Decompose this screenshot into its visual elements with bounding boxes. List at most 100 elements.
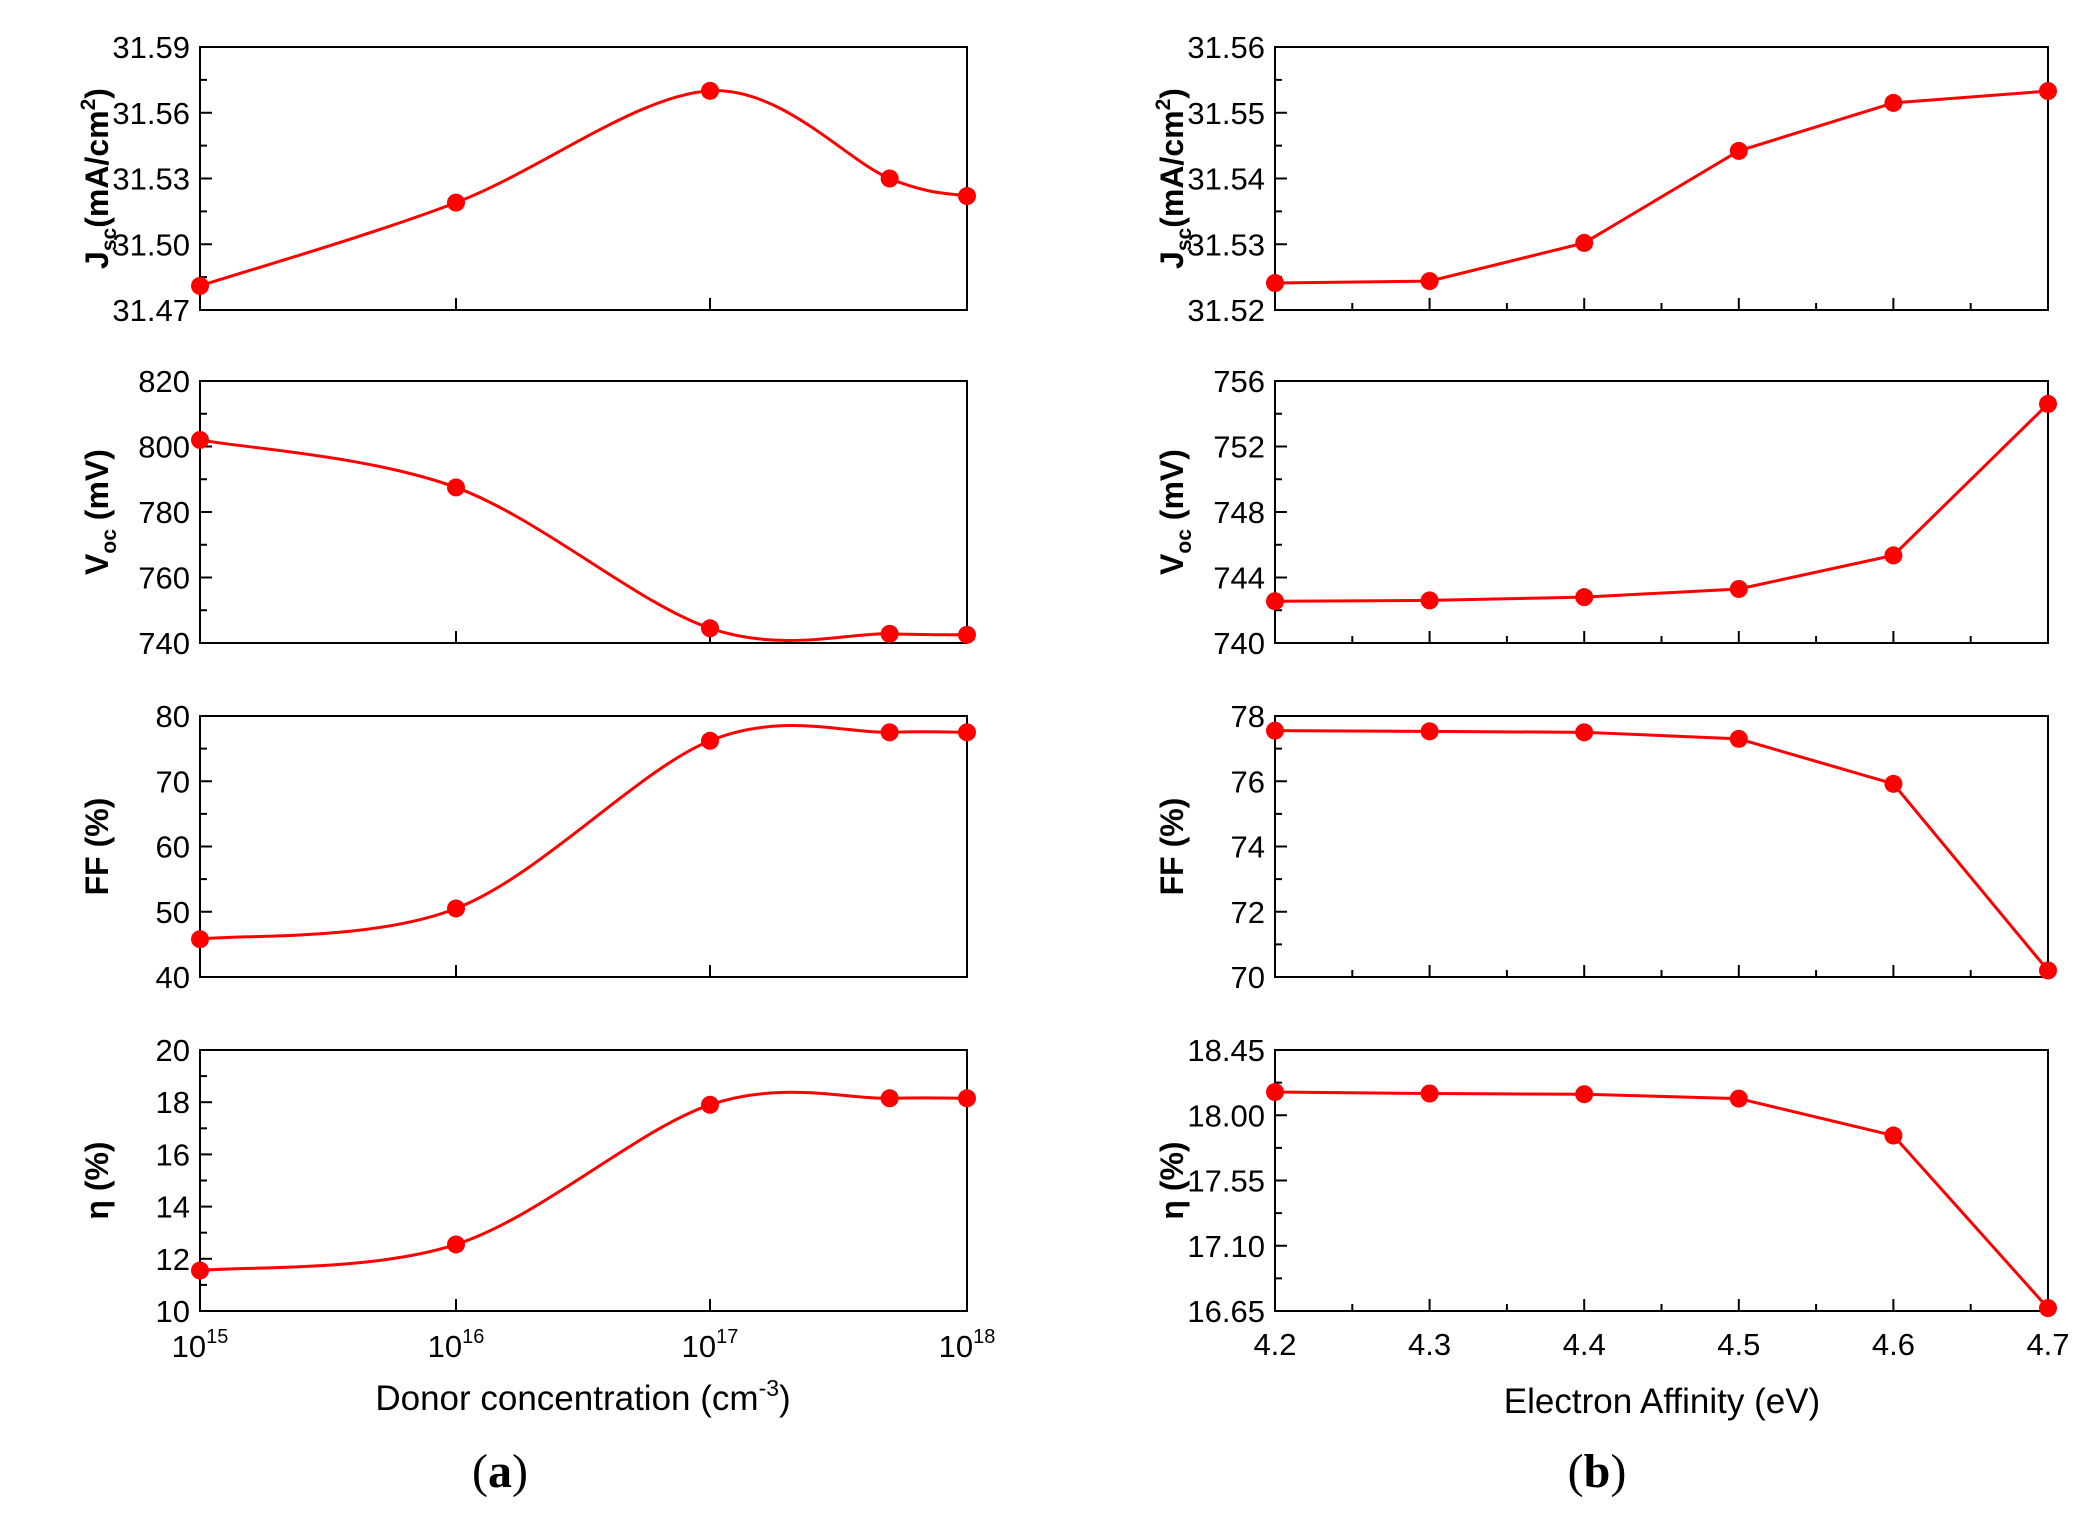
series-line [1274, 402, 2050, 603]
plot-frame [199, 380, 968, 644]
x-tick-label: 4.7 [2026, 1327, 2069, 1362]
y-tick-label: 20 [156, 1033, 190, 1068]
series-line [1274, 89, 2049, 285]
x-axis-label-a: Donor concentration (cm-3) [375, 1375, 790, 1418]
data-point [2039, 82, 2057, 101]
y-tick-label: 18.00 [1187, 1098, 1265, 1133]
y-tick-label: 744 [1213, 561, 1265, 596]
y-tick-label: 16.65 [1187, 1294, 1265, 1329]
data-point [1575, 723, 1594, 742]
data-point [1575, 233, 1594, 252]
series-line [199, 89, 968, 288]
series-line [1274, 1090, 2050, 1310]
data-point [1266, 592, 1284, 611]
data-point [1729, 1089, 1748, 1108]
plot-frame [199, 715, 968, 978]
data-point [191, 430, 209, 449]
y-tick-label: 16 [156, 1137, 190, 1172]
y-tick-label: 31.53 [1187, 227, 1265, 262]
y-tick-label: 31.47 [112, 293, 190, 328]
plot-frame [1274, 380, 2049, 644]
y-tick-label: 17.55 [1187, 1164, 1265, 1199]
data-point [1266, 1083, 1284, 1102]
y-tick-label: 31.56 [1187, 30, 1265, 65]
data-point [447, 193, 465, 212]
data-point [958, 723, 976, 742]
data-point [447, 1235, 465, 1254]
x-tick-label: 4.4 [1563, 1327, 1606, 1362]
data-point [880, 723, 899, 742]
x-tick-label: 4.2 [1253, 1327, 1296, 1362]
plot-frame [1274, 715, 2049, 978]
y-tick-label: 31.50 [112, 227, 190, 262]
chart-b-voc: 740 744 748 752 756 Voc (mV) [1154, 364, 2057, 661]
x-tick-label: 1018 [939, 1326, 996, 1364]
y-tick-label: 12 [156, 1242, 190, 1277]
chart-b-eta: 16.65 17.10 17.55 18.00 18.45 4.2 4.3 4.4 4.5 4.6… [1154, 1033, 2070, 1362]
data-point [1884, 546, 1903, 565]
data-point [2039, 961, 2057, 980]
y-tick-label: 756 [1213, 364, 1265, 399]
x-tick-label: 4.6 [1872, 1327, 1915, 1362]
panel-label-a: (a) [472, 1445, 528, 1498]
y-axis-label: Jsc(mA/cm2) [1152, 88, 1196, 269]
data-point [191, 276, 209, 295]
x-tick-label: 4.5 [1717, 1327, 1760, 1362]
chart-b-ff: 70 72 74 76 78 FF (%) [1154, 699, 2057, 995]
x-tick-label: 1015 [172, 1326, 229, 1364]
plot-frame [199, 1049, 968, 1312]
data-point [191, 930, 209, 949]
y-tick-label: 60 [156, 830, 190, 865]
data-point [880, 169, 899, 188]
y-tick-label: 50 [156, 895, 190, 930]
chart-b-jsc: 31.52 31.53 31.54 31.55 31.56 Jsc(mA/cm2) [1152, 30, 2057, 328]
y-axis-label: Voc (mV) [1154, 449, 1196, 575]
y-tick-label: 70 [156, 764, 190, 799]
data-point [447, 899, 465, 918]
y-tick-label: 31.55 [1187, 96, 1265, 131]
data-point [1420, 722, 1439, 741]
y-tick-label: 18 [156, 1085, 190, 1120]
panel-label-b: (b) [1568, 1445, 1627, 1498]
data-point [2039, 394, 2057, 413]
data-point [958, 1089, 976, 1108]
data-point [1729, 729, 1748, 748]
y-tick-label: 78 [1231, 699, 1265, 734]
y-tick-label: 31.59 [112, 30, 190, 65]
y-tick-label: 14 [156, 1190, 190, 1225]
y-tick-label: 74 [1231, 830, 1265, 865]
data-point [1729, 141, 1748, 160]
y-tick-label: 820 [138, 364, 190, 399]
x-tick-label: 4.3 [1408, 1327, 1451, 1362]
data-point [1884, 774, 1903, 793]
x-tick-label: 1017 [682, 1326, 739, 1364]
plot-frame [199, 46, 968, 311]
data-point [958, 187, 976, 206]
y-tick-label: 18.45 [1187, 1033, 1265, 1068]
chart-a-jsc: 31.47 31.50 31.53 31.56 31.59 Jsc(mA/cm2) [77, 30, 976, 328]
y-axis-label: η (%) [1154, 1141, 1190, 1219]
data-point [1266, 721, 1284, 740]
y-axis-label: Voc (mV) [79, 449, 121, 575]
data-point [1884, 93, 1903, 112]
data-point [1575, 1085, 1594, 1104]
series-line [199, 1090, 968, 1273]
y-axis-label: Jsc(mA/cm2) [77, 88, 121, 269]
y-tick-label: 760 [138, 561, 190, 596]
y-tick-label: 80 [156, 699, 190, 734]
data-point [701, 1095, 719, 1114]
series-line [199, 724, 968, 941]
y-tick-label: 748 [1213, 495, 1265, 530]
y-tick-label: 31.53 [112, 162, 190, 197]
data-point [191, 1261, 209, 1280]
x-tick-label: 1016 [428, 1326, 485, 1364]
y-tick-label: 70 [1231, 960, 1265, 995]
data-point [2039, 1299, 2057, 1318]
y-tick-label: 76 [1231, 764, 1265, 799]
y-axis-label: FF (%) [1154, 798, 1190, 896]
y-tick-label: 752 [1213, 430, 1265, 465]
data-point [880, 1089, 899, 1108]
chart-a-eta: 10 12 14 16 18 20 1015 1016 1017 1018 η (%) [79, 1033, 995, 1364]
chart-a-voc: 740 760 780 800 820 Voc (mV) [79, 364, 976, 661]
y-tick-label: 72 [1231, 895, 1265, 930]
